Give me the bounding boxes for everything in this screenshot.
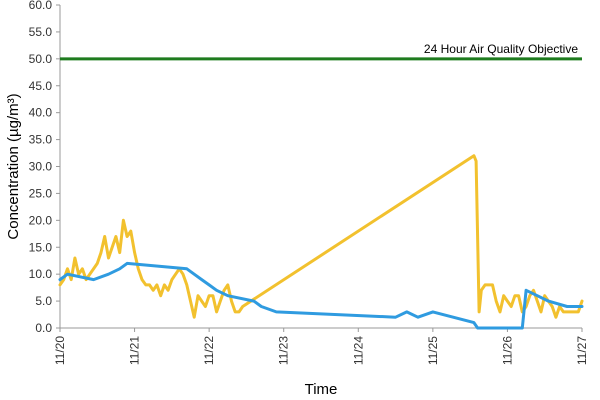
- x-tick-label: 11/26: [500, 336, 514, 365]
- x-axis-ticks: 11/20 11/21 11/22 11/23 11/24 11/25 11/26 11/27: [53, 328, 589, 365]
- y-axis-ticks: 0.0 5.0 10.0 15.0 20.0 25.0 30.0 35.0 40.0 45.0 50…: [29, 0, 60, 335]
- x-tick-label: 11/24: [351, 336, 365, 365]
- y-tick-label: 35.0: [29, 133, 53, 147]
- series-line-2: [58, 261, 584, 330]
- y-tick-label: 55.0: [29, 25, 53, 39]
- y-tick-label: 10.0: [29, 267, 53, 281]
- y-tick-label: 0.0: [35, 321, 52, 335]
- y-tick-label: 25.0: [29, 186, 53, 200]
- series-line-1: [58, 154, 584, 319]
- y-tick-label: 15.0: [29, 240, 53, 254]
- y-tick-label: 5.0: [35, 294, 52, 308]
- y-tick-label: 45.0: [29, 79, 53, 93]
- y-tick-label: 50.0: [29, 52, 53, 66]
- x-tick-label: 11/20: [53, 336, 67, 365]
- x-tick-label: 11/25: [426, 336, 440, 365]
- series-group: [58, 154, 584, 330]
- x-tick-label: 11/22: [202, 336, 216, 365]
- air-quality-objective-label: 24 Hour Air Quality Objective: [424, 42, 578, 56]
- y-tick-label: 20.0: [29, 213, 53, 227]
- y-tick-label: 60.0: [29, 0, 53, 12]
- y-tick-label: 30.0: [29, 160, 53, 174]
- x-axis-title: Time: [305, 381, 338, 398]
- y-tick-label: 40.0: [29, 106, 53, 120]
- y-axis-title: Concentration (µg/m³): [5, 93, 22, 239]
- x-tick-label: 11/23: [277, 336, 291, 365]
- x-tick-label: 11/27: [575, 336, 589, 365]
- x-tick-label: 11/21: [128, 336, 142, 365]
